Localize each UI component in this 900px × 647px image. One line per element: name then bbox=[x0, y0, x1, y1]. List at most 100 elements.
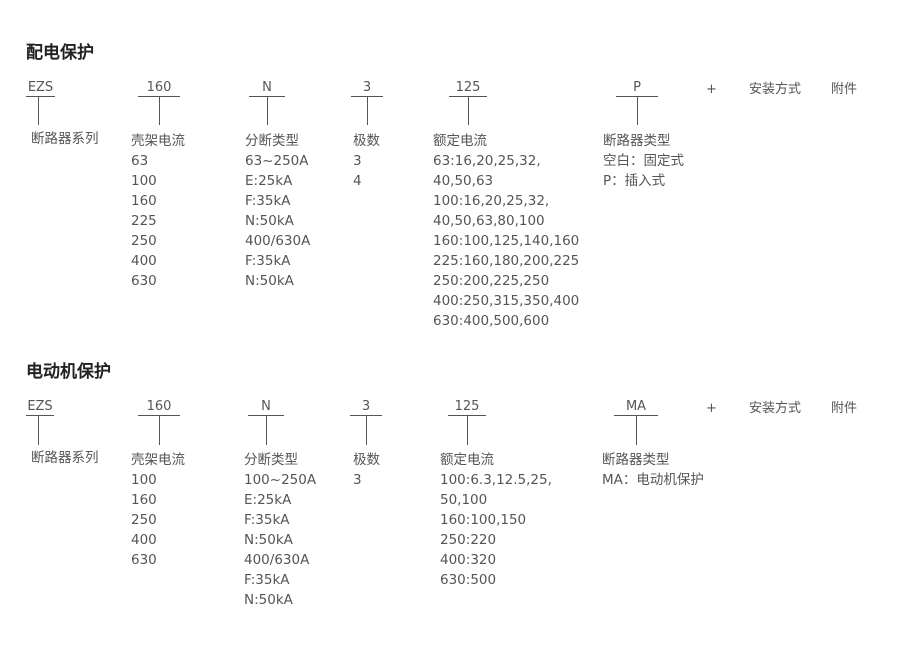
column-item: 250:220 bbox=[440, 532, 497, 548]
model-code-segment: EZS bbox=[26, 80, 55, 125]
column-item: 400 bbox=[131, 532, 157, 548]
column-item: 3 bbox=[353, 153, 362, 169]
column-item: 160 bbox=[131, 193, 157, 209]
model-code-segment: 3 bbox=[350, 399, 382, 445]
column-item: 160 bbox=[131, 492, 157, 508]
column-item: 400:250,315,350,400 bbox=[433, 293, 580, 309]
column-item: 63~250A bbox=[245, 153, 309, 169]
code-text: 125 bbox=[449, 80, 487, 97]
column-item: 400 bbox=[131, 253, 157, 269]
column-item: 63 bbox=[131, 153, 149, 169]
column-item: F:35kA bbox=[244, 512, 290, 528]
connector-line bbox=[159, 416, 160, 445]
connector-line bbox=[468, 97, 469, 125]
code-text: N bbox=[249, 80, 285, 97]
model-code-segment: 160 bbox=[138, 399, 180, 445]
column-header: 额定电流 bbox=[440, 452, 494, 468]
column-item: E:25kA bbox=[244, 492, 292, 508]
model-code-segment: N bbox=[249, 80, 285, 125]
column-item: P：插入式 bbox=[603, 173, 666, 189]
column-header: 壳架电流 bbox=[131, 133, 185, 149]
column-item: 40,50,63,80,100 bbox=[433, 213, 545, 229]
column-item: 100 bbox=[131, 472, 157, 488]
code-install: 安装方式 bbox=[749, 401, 802, 416]
column-header: 断路器类型 bbox=[602, 452, 670, 468]
connector-line bbox=[38, 97, 39, 125]
spec-column: 分断类型 100~250A E:25kA F:35kA N:50kA 400/630A F:… bbox=[244, 450, 316, 610]
column-item: 50,100 bbox=[440, 492, 488, 508]
model-code-segment: MA bbox=[614, 399, 658, 445]
column-item: N:50kA bbox=[245, 273, 294, 289]
code-install: 安装方式 bbox=[749, 82, 802, 97]
connector-line bbox=[467, 416, 468, 445]
connector-line bbox=[159, 97, 160, 125]
column-item: 630:500 bbox=[440, 572, 497, 588]
code-accessory: 附件 bbox=[831, 82, 858, 97]
code-text: 160 bbox=[138, 399, 180, 416]
column-item: MA：电动机保护 bbox=[602, 472, 704, 488]
column-item: 4 bbox=[353, 173, 362, 189]
column-item: 63:16,20,25,32, bbox=[433, 153, 541, 169]
spec-column: 壳架电流 100 160 250 400 630 bbox=[131, 450, 185, 570]
code-text: 160 bbox=[138, 80, 180, 97]
column-item: 3 bbox=[353, 472, 362, 488]
column-header: 断路器类型 bbox=[603, 133, 671, 149]
code-text: P bbox=[616, 80, 658, 97]
model-code-segment: 125 bbox=[448, 399, 486, 445]
spec-column: 断路器类型 MA：电动机保护 bbox=[602, 450, 704, 490]
section-title: 配电保护 bbox=[26, 43, 94, 63]
code-plus: + bbox=[706, 82, 717, 97]
code-text: EZS bbox=[26, 80, 55, 97]
code-text: 3 bbox=[351, 80, 383, 97]
spec-column: 断路器系列 bbox=[31, 448, 99, 468]
code-text: 3 bbox=[350, 399, 382, 416]
column-item: N:50kA bbox=[244, 592, 293, 608]
column-item: 400/630A bbox=[244, 552, 310, 568]
spec-column: 额定电流 63:16,20,25,32, 40,50,63 100:16,20,25,… bbox=[433, 131, 579, 331]
connector-line bbox=[367, 97, 368, 125]
connector-line bbox=[267, 97, 268, 125]
column-item: 250:200,225,250 bbox=[433, 273, 550, 289]
column-item: 100:6.3,12.5,25, bbox=[440, 472, 552, 488]
spec-column: 极数 3 bbox=[353, 450, 380, 490]
connector-line bbox=[366, 416, 367, 445]
code-text: EZS bbox=[26, 399, 54, 416]
column-header: 极数 bbox=[353, 133, 380, 149]
column-header: 壳架电流 bbox=[131, 452, 185, 468]
spec-column: 断路器系列 bbox=[31, 129, 99, 149]
model-code-segment: 3 bbox=[351, 80, 383, 125]
code-text: 125 bbox=[448, 399, 486, 416]
column-item: 100~250A bbox=[244, 472, 317, 488]
column-item: 225 bbox=[131, 213, 157, 229]
column-item: 100:16,20,25,32, bbox=[433, 193, 550, 209]
spec-column: 分断类型 63~250A E:25kA F:35kA N:50kA 400/630A F:3… bbox=[245, 131, 310, 291]
code-text: N bbox=[248, 399, 284, 416]
column-header: 额定电流 bbox=[433, 133, 487, 149]
column-item: N:50kA bbox=[244, 532, 293, 548]
column-item: 空白：固定式 bbox=[603, 153, 684, 169]
column-item: 250 bbox=[131, 512, 157, 528]
column-header: 分断类型 bbox=[244, 452, 298, 468]
connector-line bbox=[38, 416, 39, 445]
column-item: 400/630A bbox=[245, 233, 311, 249]
model-code-segment: N bbox=[248, 399, 284, 445]
column-item: F:35kA bbox=[245, 193, 291, 209]
column-item: 160:100,150 bbox=[440, 512, 527, 528]
connector-line bbox=[636, 416, 637, 445]
connector-line bbox=[637, 97, 638, 125]
spec-column: 壳架电流 63 100 160 225 250 400 630 bbox=[131, 131, 185, 291]
column-header: 断路器系列 bbox=[31, 450, 99, 466]
model-code-segment: P bbox=[616, 80, 658, 125]
column-item: E:25kA bbox=[245, 173, 293, 189]
code-plus: + bbox=[706, 401, 717, 416]
column-item: 630:400,500,600 bbox=[433, 313, 550, 329]
column-item: 250 bbox=[131, 233, 157, 249]
column-item: F:35kA bbox=[244, 572, 290, 588]
model-code-segment: EZS bbox=[26, 399, 54, 445]
model-code-segment: 160 bbox=[138, 80, 180, 125]
column-item: 100 bbox=[131, 173, 157, 189]
column-header: 断路器系列 bbox=[31, 131, 99, 147]
column-item: 40,50,63 bbox=[433, 173, 494, 189]
connector-line bbox=[266, 416, 267, 445]
